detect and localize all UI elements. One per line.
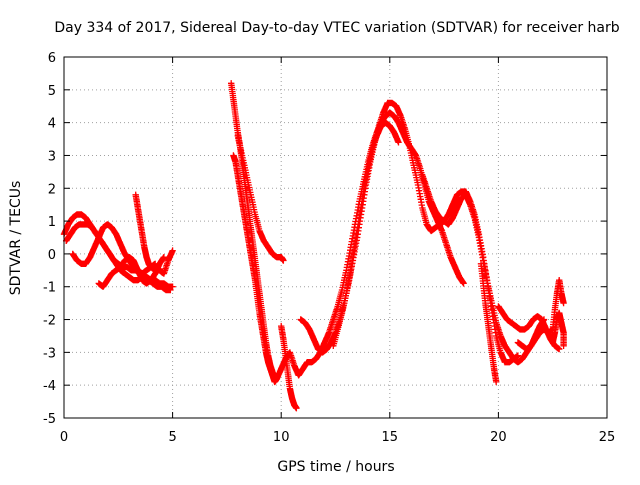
data-series-track-k: [330, 119, 402, 349]
y-tick-label: 0: [48, 248, 56, 263]
data-series-track-m: [477, 260, 500, 386]
data-series-track-o: [514, 277, 567, 353]
x-axis-label: GPS time / hours: [277, 459, 394, 475]
chart-title: Day 334 of 2017, Sidereal Day-to-day VTE…: [54, 20, 619, 36]
data-points-track-i: [278, 322, 300, 412]
data-series-track-p: [549, 309, 567, 349]
data-points-track-k: [330, 119, 402, 349]
y-tick-label: 2: [48, 182, 56, 197]
grid-lines: [64, 57, 607, 418]
y-tick-label: -4: [43, 379, 56, 394]
data-points-track-g: [230, 152, 281, 386]
x-tick-label: 10: [273, 430, 290, 445]
data-points-track-o: [514, 277, 567, 353]
y-tick-label: 3: [48, 149, 56, 164]
x-tick-label: 0: [60, 430, 68, 445]
data-points: [60, 80, 567, 412]
data-series-track-h: [234, 132, 287, 264]
data-points-track-m: [477, 260, 500, 386]
y-tick-label: -3: [43, 346, 56, 361]
x-tick-label: 20: [490, 430, 507, 445]
plot-frame: [63, 56, 608, 419]
y-tick-label: 5: [48, 84, 56, 99]
data-points-track-p: [549, 309, 567, 349]
data-series-track-g: [230, 152, 281, 386]
y-tick-label: 6: [48, 51, 56, 66]
data-points-track-e: [132, 191, 176, 277]
data-points-track-h: [234, 132, 287, 264]
x-tick-label: 5: [168, 430, 176, 445]
data-series-track-e: [132, 191, 176, 277]
y-tick-label: -2: [43, 314, 56, 329]
y-tick-label: 1: [48, 215, 56, 230]
x-tick-label: 15: [382, 430, 399, 445]
y-tick-label: -5: [43, 412, 56, 427]
y-tick-label: 4: [48, 117, 56, 132]
x-tick-label: 25: [599, 430, 616, 445]
y-axis-label: SDTVAR / TECUs: [8, 181, 24, 296]
y-tick-label: -1: [43, 281, 56, 296]
data-series-track-i: [278, 322, 300, 412]
